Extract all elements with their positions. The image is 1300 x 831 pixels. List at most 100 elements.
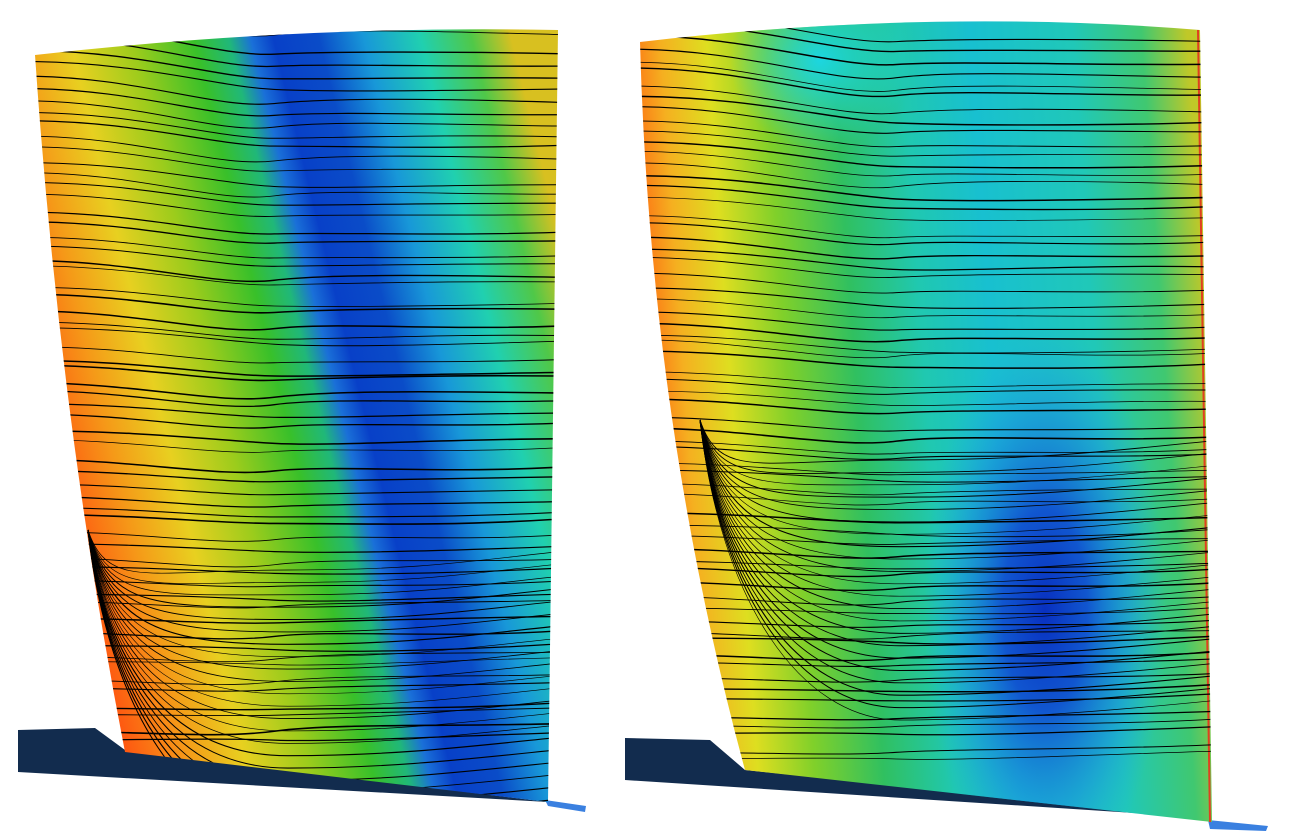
streamline xyxy=(35,120,558,148)
streamline xyxy=(699,419,1212,647)
streamline xyxy=(640,272,1212,294)
streamline xyxy=(640,215,1212,239)
streamline xyxy=(87,529,558,645)
streamline xyxy=(640,61,1212,92)
streamline xyxy=(640,339,1212,359)
streamline xyxy=(640,725,1212,736)
streamline xyxy=(35,513,558,525)
streamline xyxy=(35,29,558,37)
streamline xyxy=(640,445,1212,460)
streamline xyxy=(640,120,1212,148)
streamline xyxy=(699,419,1212,684)
streamline xyxy=(87,529,558,596)
streamline xyxy=(640,630,1212,640)
streamline xyxy=(35,259,558,283)
streamline xyxy=(35,75,558,105)
streamline xyxy=(640,322,1212,343)
streamline xyxy=(640,48,1212,80)
streamline xyxy=(35,172,558,198)
streamline xyxy=(35,707,558,717)
streamline xyxy=(35,193,558,217)
streamline xyxy=(35,542,558,553)
streamline xyxy=(640,482,1212,496)
streamline xyxy=(640,416,1212,432)
streamline xyxy=(640,85,1212,115)
streamline xyxy=(35,429,558,445)
streamline xyxy=(35,565,558,575)
streamline xyxy=(699,419,1212,709)
streamline xyxy=(35,364,558,382)
streamline xyxy=(87,529,558,574)
streamline xyxy=(35,146,558,172)
streamline xyxy=(640,492,1212,506)
streamline xyxy=(35,49,558,80)
hub-base xyxy=(625,738,1212,818)
streamline xyxy=(35,162,558,188)
streamline xyxy=(640,427,1212,444)
streamline xyxy=(87,529,558,633)
streamlines xyxy=(35,29,558,803)
streamline xyxy=(699,419,1212,510)
streamline xyxy=(699,419,1212,535)
streamline xyxy=(640,141,1212,169)
streamline xyxy=(35,413,558,429)
streamline xyxy=(699,419,1212,548)
streamline xyxy=(87,529,558,670)
hub-base xyxy=(18,728,548,802)
blade-surface xyxy=(35,29,558,803)
streamline xyxy=(87,529,558,620)
streamline xyxy=(640,378,1212,395)
trailing-edge xyxy=(1197,29,1211,823)
streamline xyxy=(640,606,1212,615)
streamline xyxy=(640,469,1212,483)
streamline xyxy=(640,390,1212,406)
streamline xyxy=(640,21,1212,43)
streamline xyxy=(699,419,1212,696)
streamline xyxy=(699,419,1212,610)
streamline xyxy=(640,440,1212,455)
streamline xyxy=(640,718,1212,729)
streamline xyxy=(35,495,558,508)
streamline xyxy=(699,419,1212,474)
streamline xyxy=(87,529,558,707)
streamline xyxy=(640,162,1212,189)
streamline xyxy=(699,419,1212,464)
streamline xyxy=(35,181,558,206)
streamline xyxy=(699,419,1212,721)
streamline xyxy=(640,287,1212,309)
streamline xyxy=(640,311,1212,331)
streamline xyxy=(35,530,558,542)
streamline xyxy=(35,731,558,742)
streamline xyxy=(35,506,558,518)
streamline xyxy=(699,419,1212,659)
streamline xyxy=(699,419,1212,560)
streamline xyxy=(35,458,558,474)
streamline xyxy=(35,236,558,259)
streamline xyxy=(35,245,558,267)
streamline xyxy=(699,419,1212,585)
streamline xyxy=(35,651,558,663)
streamline xyxy=(699,419,1212,486)
streamline xyxy=(640,130,1212,157)
pressure-region xyxy=(640,21,1212,823)
streamline xyxy=(35,389,558,408)
streamline xyxy=(640,184,1212,211)
hub-edge xyxy=(1208,820,1268,831)
streamline xyxy=(640,67,1212,98)
streamline xyxy=(35,402,558,419)
streamline xyxy=(87,529,558,608)
streamline xyxy=(640,256,1212,279)
streamline xyxy=(35,359,558,377)
streamline xyxy=(35,100,558,129)
streamline xyxy=(35,469,558,483)
streamline xyxy=(699,419,1212,572)
streamline xyxy=(640,672,1212,683)
streamline xyxy=(640,350,1212,369)
streamline xyxy=(699,419,1212,634)
streamline xyxy=(699,419,1212,672)
streamline xyxy=(35,321,558,340)
streamline xyxy=(640,511,1212,524)
streamline xyxy=(35,221,558,244)
streamline xyxy=(699,419,1212,622)
